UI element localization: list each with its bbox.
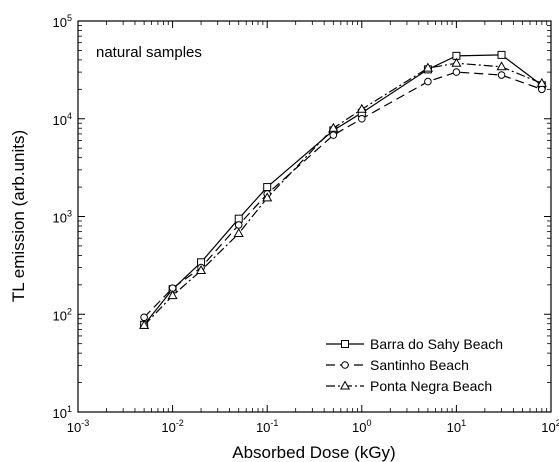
y-tick-label: 102 bbox=[53, 306, 72, 323]
legend-marker bbox=[339, 380, 351, 390]
data-point bbox=[196, 265, 207, 275]
y-tick-label-base: 10 bbox=[53, 308, 67, 323]
series-line bbox=[143, 54, 543, 326]
y-tick-label: 103 bbox=[53, 209, 72, 226]
y-tick-label-exponent: 5 bbox=[67, 13, 72, 23]
x-tick-label-base: 10 bbox=[67, 420, 81, 435]
data-point bbox=[422, 62, 433, 72]
x-tick-label-base: 10 bbox=[161, 420, 175, 435]
y-tick-label: 105 bbox=[53, 13, 72, 30]
x-tick-label-exponent: -2 bbox=[176, 418, 184, 428]
y-tick-label-base: 10 bbox=[53, 211, 67, 226]
y-tick-label-base: 10 bbox=[53, 15, 67, 30]
data-point bbox=[329, 131, 338, 139]
data-point bbox=[497, 71, 506, 79]
data-point bbox=[233, 227, 244, 238]
data-point bbox=[496, 61, 507, 71]
data-point bbox=[167, 290, 178, 300]
x-tick-label: 100 bbox=[352, 418, 371, 435]
data-point bbox=[538, 85, 546, 94]
y-tick-label: 104 bbox=[53, 111, 72, 128]
legend-marker bbox=[341, 361, 349, 369]
x-tick-label-exponent: 2 bbox=[556, 418, 559, 428]
legend: Barra do Sahy Beach Santinho Beach Ponta N… bbox=[326, 336, 503, 394]
y-tick-label-exponent: 3 bbox=[67, 209, 72, 219]
x-tick-label-base: 10 bbox=[541, 420, 555, 435]
data-point bbox=[263, 183, 272, 192]
data-point bbox=[139, 319, 150, 329]
data-point bbox=[140, 313, 148, 322]
x-tick-label-exponent: 0 bbox=[367, 418, 372, 428]
data-point bbox=[328, 122, 339, 132]
x-tick-label: 10-1 bbox=[256, 418, 278, 435]
y-tick-label-exponent: 2 bbox=[67, 306, 72, 316]
series-square bbox=[140, 50, 546, 329]
x-tick-label-exponent: -3 bbox=[81, 418, 89, 428]
series-triangle bbox=[139, 57, 547, 329]
x-tick-label-exponent: 1 bbox=[461, 418, 466, 428]
x-tick-label: 101 bbox=[447, 418, 466, 435]
x-tick-label: 10-2 bbox=[161, 418, 183, 435]
x-axis-label: Absorbed Dose (kGy) bbox=[232, 443, 395, 462]
x-tick-label-base: 10 bbox=[256, 420, 270, 435]
series-line bbox=[143, 62, 543, 326]
series-layer bbox=[139, 50, 547, 329]
x-tick-label-base: 10 bbox=[352, 420, 366, 435]
y-tick-label: 101 bbox=[53, 404, 72, 421]
data-point bbox=[497, 50, 506, 59]
y-axis-label: TL emission (arb.units) bbox=[9, 130, 28, 302]
x-axis: 10-3 10-2 10-1 100 101 102 bbox=[67, 21, 559, 435]
data-point bbox=[358, 114, 366, 123]
series-circle bbox=[140, 68, 546, 322]
series-line bbox=[143, 71, 543, 318]
annotation-natural-samples: natural samples bbox=[96, 44, 202, 61]
y-tick-label-base: 10 bbox=[53, 406, 67, 421]
y-tick-label-exponent: 1 bbox=[67, 404, 72, 414]
legend-label: Santinho Beach bbox=[370, 357, 469, 373]
data-point bbox=[451, 57, 462, 67]
data-point bbox=[424, 77, 432, 86]
plot-frame bbox=[77, 20, 552, 413]
y-tick-label-exponent: 4 bbox=[67, 111, 72, 121]
data-point bbox=[234, 221, 243, 229]
x-tick-label-base: 10 bbox=[447, 420, 461, 435]
x-tick-label-exponent: -1 bbox=[270, 418, 278, 428]
y-tick-label-base: 10 bbox=[53, 113, 67, 128]
legend-label: Barra do Sahy Beach bbox=[370, 336, 503, 352]
data-point bbox=[356, 103, 367, 113]
data-point bbox=[262, 192, 273, 202]
legend-marker bbox=[341, 340, 349, 348]
legend-label: Ponta Negra Beach bbox=[370, 378, 492, 394]
x-tick-label: 10-3 bbox=[67, 418, 89, 435]
data-point bbox=[536, 77, 547, 87]
data-point bbox=[452, 68, 461, 76]
x-tick-label: 102 bbox=[541, 418, 559, 435]
